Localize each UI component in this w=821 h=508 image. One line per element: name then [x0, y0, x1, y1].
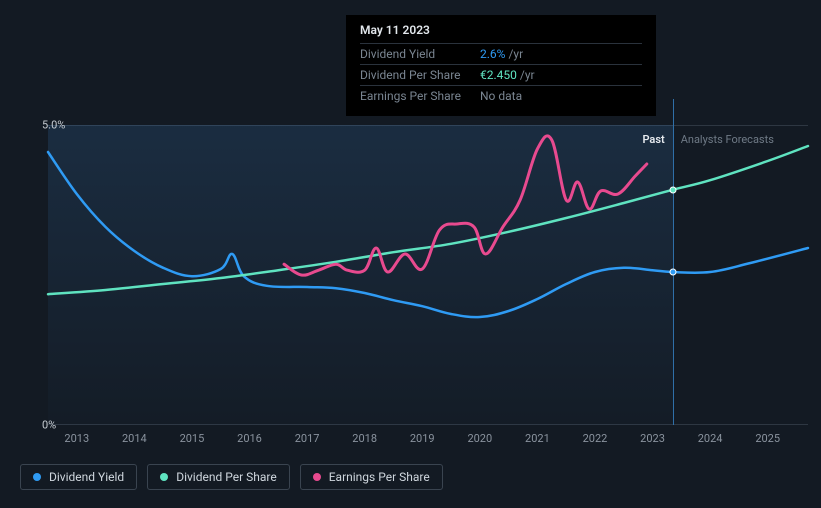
legend-label: Earnings Per Share	[329, 470, 430, 484]
x-axis-tick: 2023	[640, 432, 665, 445]
tooltip-label: Earnings Per Share	[360, 89, 480, 103]
x-axis-tick: 2016	[237, 432, 262, 445]
tooltip-value: €2.450	[480, 68, 517, 82]
x-axis-tick: 2013	[64, 432, 89, 445]
x-axis-tick: 2022	[583, 432, 608, 445]
legend-item-earnings-per-share[interactable]: Earnings Per Share	[300, 464, 443, 490]
series-marker-dot	[669, 186, 676, 193]
legend-swatch	[33, 473, 41, 481]
tooltip-unit: /yr	[508, 47, 523, 61]
series-line	[284, 136, 647, 275]
x-axis-tick: 2014	[122, 432, 147, 445]
series-marker-dot	[669, 269, 676, 276]
tooltip-unit: /yr	[520, 68, 535, 82]
legend-label: Dividend Yield	[49, 470, 124, 484]
x-axis-tick: 2015	[180, 432, 205, 445]
tooltip-row: Earnings Per Share No data	[360, 86, 642, 106]
tooltip-row: Dividend Yield 2.6% /yr	[360, 44, 642, 65]
tooltip-label: Dividend Per Share	[360, 68, 480, 82]
tooltip-row: Dividend Per Share €2.450 /yr	[360, 65, 642, 86]
x-axis: 2013 2014 2015 2016 2017 2018 2019 2020 2021 2022…	[48, 432, 808, 448]
x-axis-tick: 2019	[410, 432, 435, 445]
chart-tooltip: May 11 2023 Dividend Yield 2.6% /yr Divi…	[346, 15, 656, 116]
chart-plot-area[interactable]: Past Analysts Forecasts	[48, 125, 808, 425]
x-axis-tick: 2020	[467, 432, 492, 445]
x-axis-tick: 2018	[352, 432, 377, 445]
x-axis-tick: 2025	[755, 432, 780, 445]
tooltip-label: Dividend Yield	[360, 47, 480, 61]
x-axis-tick: 2024	[698, 432, 723, 445]
tooltip-value: 2.6%	[480, 47, 505, 61]
legend-item-dividend-per-share[interactable]: Dividend Per Share	[147, 464, 290, 490]
x-axis-tick: 2017	[295, 432, 320, 445]
chart-lines-svg	[48, 125, 808, 425]
legend-label: Dividend Per Share	[176, 470, 277, 484]
tooltip-date: May 11 2023	[360, 23, 642, 44]
legend-item-dividend-yield[interactable]: Dividend Yield	[20, 464, 137, 490]
tooltip-value: No data	[480, 89, 522, 103]
x-axis-tick: 2021	[525, 432, 550, 445]
legend-swatch	[313, 473, 321, 481]
legend: Dividend Yield Dividend Per Share Earnin…	[20, 464, 443, 490]
series-line	[48, 152, 808, 317]
legend-swatch	[160, 473, 168, 481]
